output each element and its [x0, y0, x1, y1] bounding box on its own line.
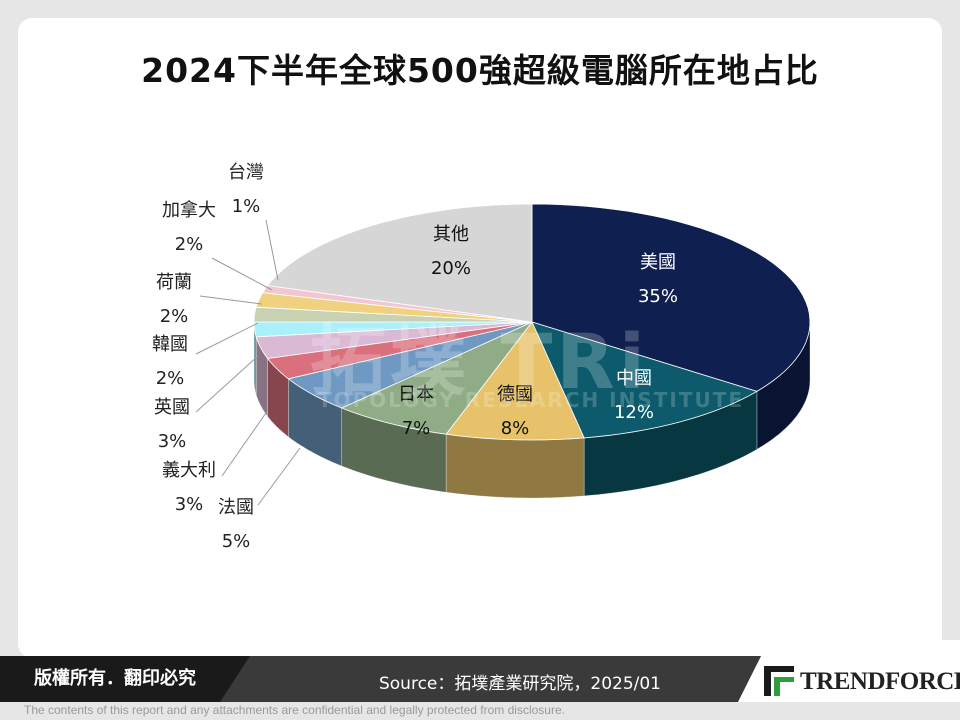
- slice-label-德國: 德國: [497, 384, 533, 405]
- slice-label-荷蘭: 荷蘭: [156, 272, 192, 293]
- pie-slice-義大利: [266, 321, 533, 380]
- trendforce-logo-icon: [764, 666, 794, 696]
- slice-label-其他: 其他: [433, 224, 469, 245]
- slice-value-其他: 20%: [431, 258, 471, 279]
- slice-value-中國: 12%: [614, 402, 654, 423]
- chart-title: 2024下半年全球500強超級電腦所在地占比: [141, 51, 819, 90]
- slice-value-加拿大: 2%: [175, 234, 204, 255]
- slice-value-荷蘭: 2%: [160, 306, 189, 327]
- pie-top-faces: [253, 203, 811, 441]
- leader-line-加拿大: [211, 257, 273, 291]
- slice-value-台灣: 1%: [232, 196, 261, 217]
- slice-value-美國: 35%: [638, 286, 678, 307]
- pie-slice-美國: [531, 203, 811, 392]
- pie-slice-其他: [266, 203, 533, 323]
- pie-slice-日本: [340, 321, 533, 435]
- disclaimer: The contents of this report and any atta…: [24, 703, 565, 717]
- slice-value-義大利: 3%: [175, 494, 204, 515]
- slice-label-台灣: 台灣: [228, 162, 264, 183]
- copyright-notice: 版權所有．翻印必究: [0, 656, 250, 702]
- slice-value-法國: 5%: [222, 531, 251, 552]
- leader-line-英國: [195, 355, 259, 413]
- slice-value-英國: 3%: [158, 431, 187, 452]
- slice-label-日本: 日本: [398, 384, 434, 405]
- pie-slice-中國: [531, 321, 758, 439]
- pie-side-walls: [253, 321, 811, 499]
- leader-line-法國: [257, 447, 301, 506]
- slice-value-德國: 8%: [501, 418, 530, 439]
- trendforce-logo-text: TRENDFORCE: [800, 668, 960, 695]
- pie-slice-法國: [287, 321, 533, 409]
- slice-label-中國: 中國: [616, 368, 652, 389]
- leader-line-韓國: [195, 322, 259, 355]
- leader-line-義大利: [221, 409, 269, 477]
- slice-label-英國: 英國: [154, 397, 190, 418]
- slice-value-韓國: 2%: [156, 368, 185, 389]
- slice-label-加拿大: 加拿大: [162, 199, 216, 221]
- pie-slice-韓國: [253, 321, 533, 338]
- slice-label-韓國: 韓國: [152, 334, 188, 355]
- pie-labels: 美國 35% 中國 12% 德國 8% 日本 7% 法國 5% 義大利 3% 英國 3% 韓國 2% 荷蘭 2% 加…: [152, 162, 678, 552]
- leader-line-台灣: [265, 219, 279, 281]
- pie-slice-德國: [445, 321, 585, 441]
- pie-side-德國: [445, 433, 585, 499]
- slice-value-日本: 7%: [402, 418, 431, 439]
- source-note: Source：拓墣產業研究院，2025/01: [378, 674, 661, 694]
- slice-label-義大利: 義大利: [162, 460, 216, 481]
- leader-line-荷蘭: [199, 295, 263, 305]
- slice-label-美國: 美國: [640, 252, 676, 273]
- slice-label-法國: 法國: [218, 497, 254, 518]
- pie-slice-英國: [255, 321, 533, 359]
